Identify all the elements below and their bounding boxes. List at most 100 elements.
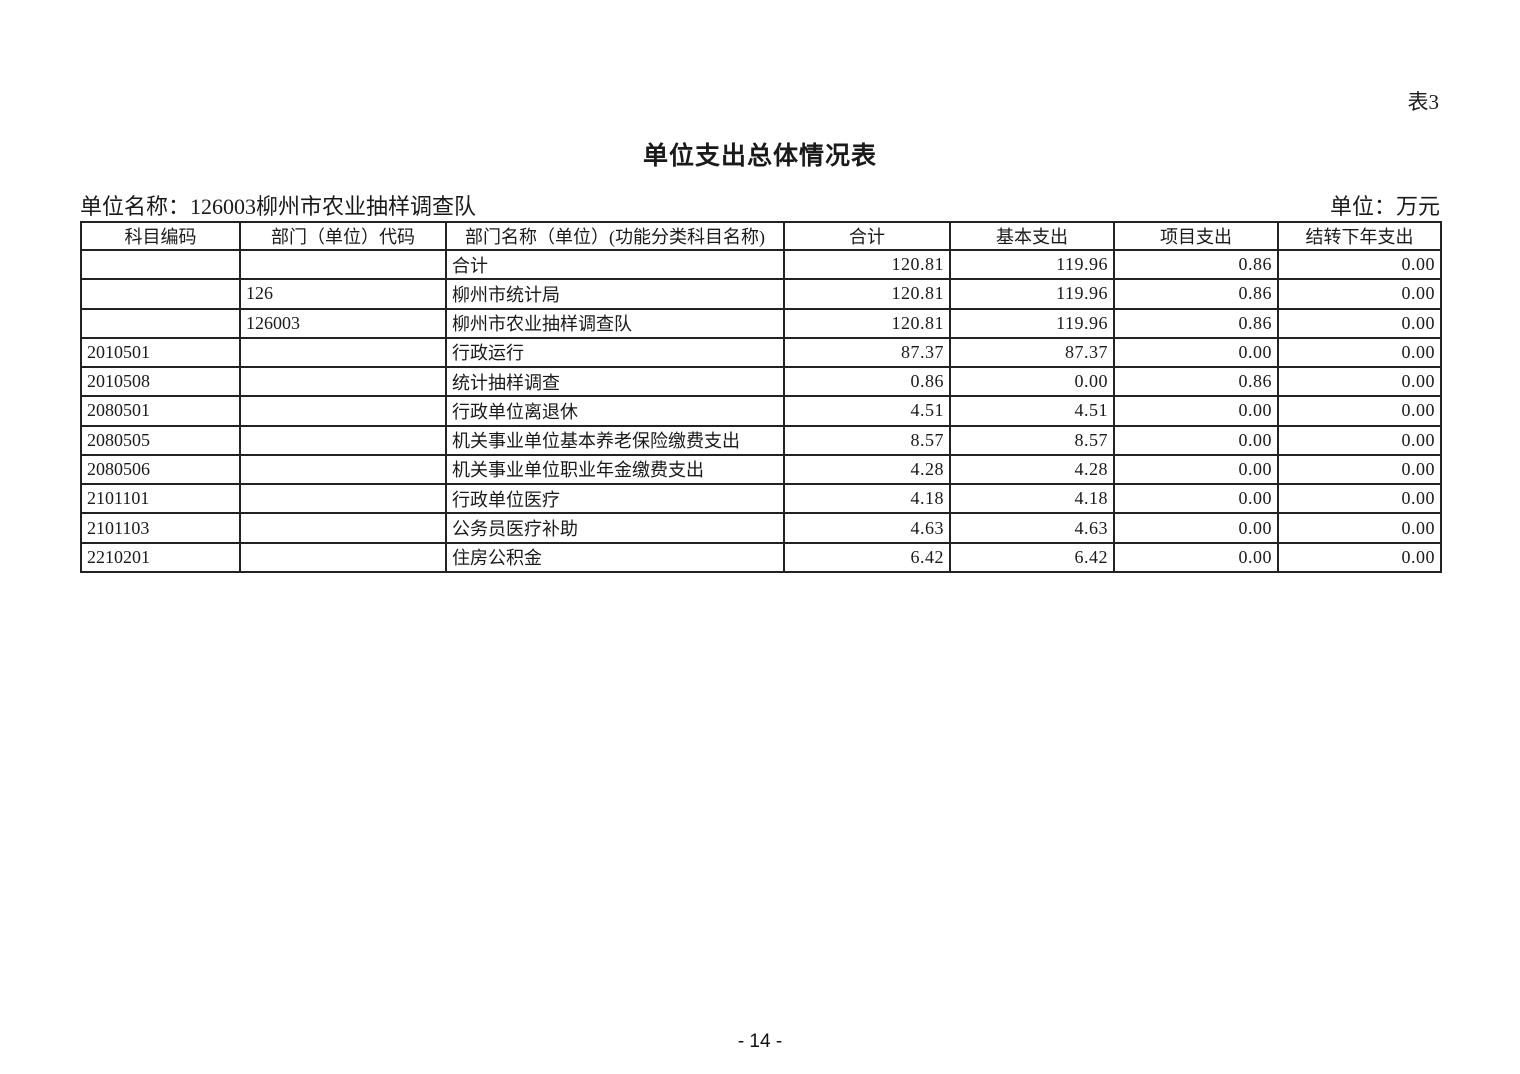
- unit-name-label: 单位名称：126003柳州市农业抽样调查队: [80, 194, 477, 219]
- cell-dept-code: [239, 483, 447, 515]
- cell-carryover-expense: 0.00: [1277, 336, 1442, 369]
- cell-project-expense: 0.86: [1113, 248, 1279, 281]
- cell-dept-code: [239, 336, 447, 369]
- cell-name: 行政单位医疗: [445, 483, 785, 515]
- col-header-carryover-expense: 结转下年支出: [1277, 221, 1442, 251]
- cell-basic-expense: 8.57: [949, 424, 1115, 456]
- cell-name: 合计: [445, 248, 785, 281]
- cell-basic-expense: 119.96: [949, 248, 1115, 281]
- cell-carryover-expense: 0.00: [1277, 278, 1442, 310]
- cell-name: 机关事业单位职业年金缴费支出: [445, 453, 785, 486]
- cell-subject-code: 2210201: [80, 541, 241, 574]
- cell-total: 4.28: [783, 453, 951, 486]
- table-row: 2080501 行政单位离退休 4.51 4.51 0.00 0.00: [80, 395, 1442, 427]
- cell-dept-code: [239, 541, 447, 574]
- cell-subject-code: 2080505: [80, 424, 241, 456]
- cell-name: 行政运行: [445, 336, 785, 369]
- meta-row: 单位名称：126003柳州市农业抽样调查队 单位：万元: [80, 189, 1440, 221]
- cell-dept-code: 126: [239, 278, 447, 310]
- table-row: 2101101 行政单位医疗 4.18 4.18 0.00 0.00: [80, 483, 1442, 515]
- cell-project-expense: 0.00: [1113, 541, 1279, 574]
- col-header-subject-code: 科目编码: [80, 221, 241, 251]
- cell-total: 120.81: [783, 248, 951, 281]
- cell-carryover-expense: 0.00: [1277, 307, 1442, 339]
- col-header-basic-expense: 基本支出: [949, 221, 1115, 251]
- table-row: 126 柳州市统计局 120.81 119.96 0.86 0.00: [80, 278, 1442, 310]
- header-row: 科目编码 部门（单位）代码 部门名称（单位）(功能分类科目名称) 合计 基本支出…: [80, 221, 1442, 251]
- cell-total: 4.18: [783, 483, 951, 515]
- cell-project-expense: 0.86: [1113, 278, 1279, 310]
- cell-name: 柳州市农业抽样调查队: [445, 307, 785, 339]
- cell-subject-code: [80, 248, 241, 281]
- cell-dept-code: [239, 424, 447, 456]
- table-row: 2101103 公务员医疗补助 4.63 4.63 0.00 0.00: [80, 512, 1442, 544]
- cell-project-expense: 0.00: [1113, 424, 1279, 456]
- cell-carryover-expense: 0.00: [1277, 541, 1442, 574]
- table-row: 2080506 机关事业单位职业年金缴费支出 4.28 4.28 0.00 0.…: [80, 453, 1442, 486]
- cell-dept-code: [239, 512, 447, 544]
- page-title: 单位支出总体情况表: [642, 143, 877, 170]
- cell-dept-code: [239, 366, 447, 398]
- expenditure-table: 科目编码 部门（单位）代码 部门名称（单位）(功能分类科目名称) 合计 基本支出…: [80, 221, 1442, 574]
- cell-subject-code: 2010508: [80, 366, 241, 398]
- cell-basic-expense: 4.28: [949, 453, 1115, 486]
- table-row: 126003 柳州市农业抽样调查队 120.81 119.96 0.86 0.0…: [80, 307, 1442, 339]
- cell-dept-code: [239, 248, 447, 281]
- cell-name: 公务员医疗补助: [445, 512, 785, 544]
- cell-subject-code: 2010501: [80, 336, 241, 369]
- cell-total: 4.63: [783, 512, 951, 544]
- cell-project-expense: 0.86: [1113, 307, 1279, 339]
- cell-project-expense: 0.00: [1113, 483, 1279, 515]
- cell-name: 机关事业单位基本养老保险缴费支出: [445, 424, 785, 456]
- cell-carryover-expense: 0.00: [1277, 248, 1442, 281]
- cell-subject-code: 2080501: [80, 395, 241, 427]
- cell-carryover-expense: 0.00: [1277, 483, 1442, 515]
- cell-project-expense: 0.00: [1113, 453, 1279, 486]
- page-number: - 14 -: [737, 1031, 783, 1052]
- cell-carryover-expense: 0.00: [1277, 366, 1442, 398]
- cell-total: 0.86: [783, 366, 951, 398]
- cell-basic-expense: 4.18: [949, 483, 1115, 515]
- cell-basic-expense: 119.96: [949, 278, 1115, 310]
- cell-project-expense: 0.00: [1113, 336, 1279, 369]
- cell-basic-expense: 119.96: [949, 307, 1115, 339]
- cell-name: 柳州市统计局: [445, 278, 785, 310]
- cell-total: 120.81: [783, 307, 951, 339]
- cell-project-expense: 0.00: [1113, 512, 1279, 544]
- col-header-total: 合计: [783, 221, 951, 251]
- cell-total: 4.51: [783, 395, 951, 427]
- col-header-project-expense: 项目支出: [1113, 221, 1279, 251]
- cell-basic-expense: 6.42: [949, 541, 1115, 574]
- cell-name: 统计抽样调查: [445, 366, 785, 398]
- table-row: 合计 120.81 119.96 0.86 0.00: [80, 248, 1442, 281]
- cell-subject-code: [80, 307, 241, 339]
- cell-project-expense: 0.00: [1113, 395, 1279, 427]
- cell-carryover-expense: 0.00: [1277, 453, 1442, 486]
- cell-name: 住房公积金: [445, 541, 785, 574]
- cell-carryover-expense: 0.00: [1277, 395, 1442, 427]
- table-row: 2080505 机关事业单位基本养老保险缴费支出 8.57 8.57 0.00 …: [80, 424, 1442, 456]
- cell-dept-code: 126003: [239, 307, 447, 339]
- table-number-label: 表3: [1407, 90, 1440, 114]
- cell-carryover-expense: 0.00: [1277, 424, 1442, 456]
- cell-basic-expense: 4.63: [949, 512, 1115, 544]
- cell-carryover-expense: 0.00: [1277, 512, 1442, 544]
- table-row: 2010508 统计抽样调查 0.86 0.00 0.86 0.00: [80, 366, 1442, 398]
- cell-basic-expense: 0.00: [949, 366, 1115, 398]
- cell-subject-code: 2080506: [80, 453, 241, 486]
- table-row: 2010501 行政运行 87.37 87.37 0.00 0.00: [80, 336, 1442, 369]
- cell-subject-code: [80, 278, 241, 310]
- cell-subject-code: 2101103: [80, 512, 241, 544]
- cell-basic-expense: 4.51: [949, 395, 1115, 427]
- cell-project-expense: 0.86: [1113, 366, 1279, 398]
- cell-total: 6.42: [783, 541, 951, 574]
- cell-total: 8.57: [783, 424, 951, 456]
- cell-total: 87.37: [783, 336, 951, 369]
- cell-total: 120.81: [783, 278, 951, 310]
- cell-subject-code: 2101101: [80, 483, 241, 515]
- table-row: 2210201 住房公积金 6.42 6.42 0.00 0.00: [80, 541, 1442, 574]
- col-header-dept-code: 部门（单位）代码: [239, 221, 447, 251]
- cell-dept-code: [239, 395, 447, 427]
- cell-name: 行政单位离退休: [445, 395, 785, 427]
